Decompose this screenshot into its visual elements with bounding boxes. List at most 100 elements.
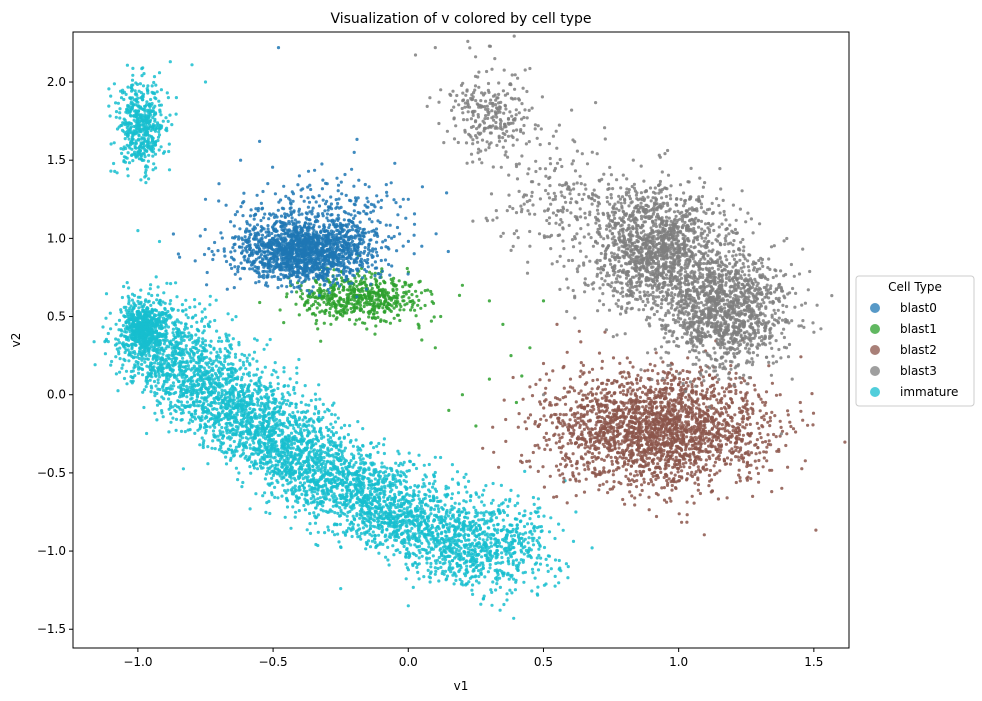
point-immature xyxy=(273,485,277,489)
point-immature xyxy=(402,510,406,515)
point-immature xyxy=(486,535,490,539)
point-immature xyxy=(480,500,484,504)
point-immature xyxy=(498,608,502,612)
point-immature xyxy=(511,537,515,541)
point-immature xyxy=(195,380,199,384)
point-immature xyxy=(248,446,252,450)
point-immature xyxy=(238,358,242,362)
point-immature xyxy=(231,337,235,341)
point-immature xyxy=(191,341,195,345)
point-immature xyxy=(362,470,366,474)
point-immature xyxy=(209,351,213,355)
point-immature xyxy=(235,377,239,381)
point-immature xyxy=(254,492,258,496)
point-immature xyxy=(119,328,123,332)
point-immature xyxy=(277,409,281,413)
point-immature xyxy=(263,491,267,495)
point-immature xyxy=(496,572,500,577)
point-immature xyxy=(124,337,129,341)
point-immature xyxy=(463,532,467,537)
point-immature xyxy=(123,327,127,331)
point-immature xyxy=(566,576,570,580)
point-immature xyxy=(230,318,234,322)
point-immature xyxy=(171,368,175,372)
point-immature xyxy=(239,410,243,414)
point-immature xyxy=(307,403,311,407)
point-immature xyxy=(115,171,119,175)
point-immature xyxy=(235,382,239,386)
point-immature xyxy=(311,464,315,468)
point-immature xyxy=(255,338,259,342)
point-immature xyxy=(331,433,336,437)
point-immature xyxy=(230,370,234,374)
point-immature xyxy=(483,533,487,537)
point-immature xyxy=(156,135,161,139)
point-immature xyxy=(566,565,570,569)
point-immature xyxy=(494,588,498,592)
point-immature xyxy=(516,501,520,505)
point-immature xyxy=(416,518,420,522)
point-immature xyxy=(250,460,254,464)
point-immature xyxy=(307,418,311,422)
point-immature xyxy=(534,561,539,565)
point-immature xyxy=(153,314,157,318)
point-immature xyxy=(224,455,228,459)
point-immature xyxy=(526,551,530,555)
point-immature xyxy=(200,436,204,440)
point-immature xyxy=(339,545,343,549)
point-immature xyxy=(532,502,536,506)
point-immature xyxy=(356,448,360,452)
point-immature xyxy=(133,355,137,359)
point-immature xyxy=(210,366,214,370)
point-immature xyxy=(125,133,130,137)
point-immature xyxy=(359,462,363,466)
point-immature xyxy=(181,309,185,313)
point-immature xyxy=(189,359,193,363)
point-immature xyxy=(152,91,156,95)
point-immature xyxy=(380,465,384,469)
point-immature xyxy=(184,344,188,348)
point-immature xyxy=(138,152,142,156)
point-immature xyxy=(466,516,470,520)
point-immature xyxy=(282,384,286,388)
point-immature xyxy=(233,370,237,374)
point-immature xyxy=(517,511,522,516)
point-immature xyxy=(312,511,316,515)
point-immature xyxy=(132,129,136,133)
point-immature xyxy=(122,90,126,94)
point-immature xyxy=(284,425,288,429)
point-immature xyxy=(442,572,446,576)
point-immature xyxy=(433,479,437,483)
point-immature xyxy=(139,91,143,95)
point-immature xyxy=(509,488,513,492)
point-immature xyxy=(348,424,352,428)
point-immature xyxy=(482,594,486,598)
point-immature xyxy=(512,533,517,538)
point-immature xyxy=(239,378,243,382)
point-immature xyxy=(428,571,432,576)
point-immature xyxy=(114,337,118,341)
point-immature xyxy=(474,491,478,495)
point-immature xyxy=(412,462,416,467)
point-immature xyxy=(145,318,150,323)
point-immature xyxy=(200,317,204,321)
point-immature xyxy=(164,321,168,326)
point-immature xyxy=(343,446,347,450)
point-immature xyxy=(522,524,527,529)
point-immature xyxy=(180,375,184,379)
point-immature xyxy=(153,152,158,156)
point-immature xyxy=(418,501,422,505)
point-immature xyxy=(208,294,212,298)
point-immature xyxy=(373,537,377,541)
point-immature xyxy=(408,459,412,463)
point-immature xyxy=(171,416,175,420)
point-immature xyxy=(358,479,362,484)
point-immature xyxy=(432,507,436,511)
point-immature xyxy=(368,489,372,494)
point-immature xyxy=(303,384,307,388)
point-immature xyxy=(480,493,485,497)
point-immature xyxy=(429,506,433,510)
point-immature xyxy=(315,492,319,496)
point-immature xyxy=(284,402,289,406)
point-immature xyxy=(536,510,540,514)
